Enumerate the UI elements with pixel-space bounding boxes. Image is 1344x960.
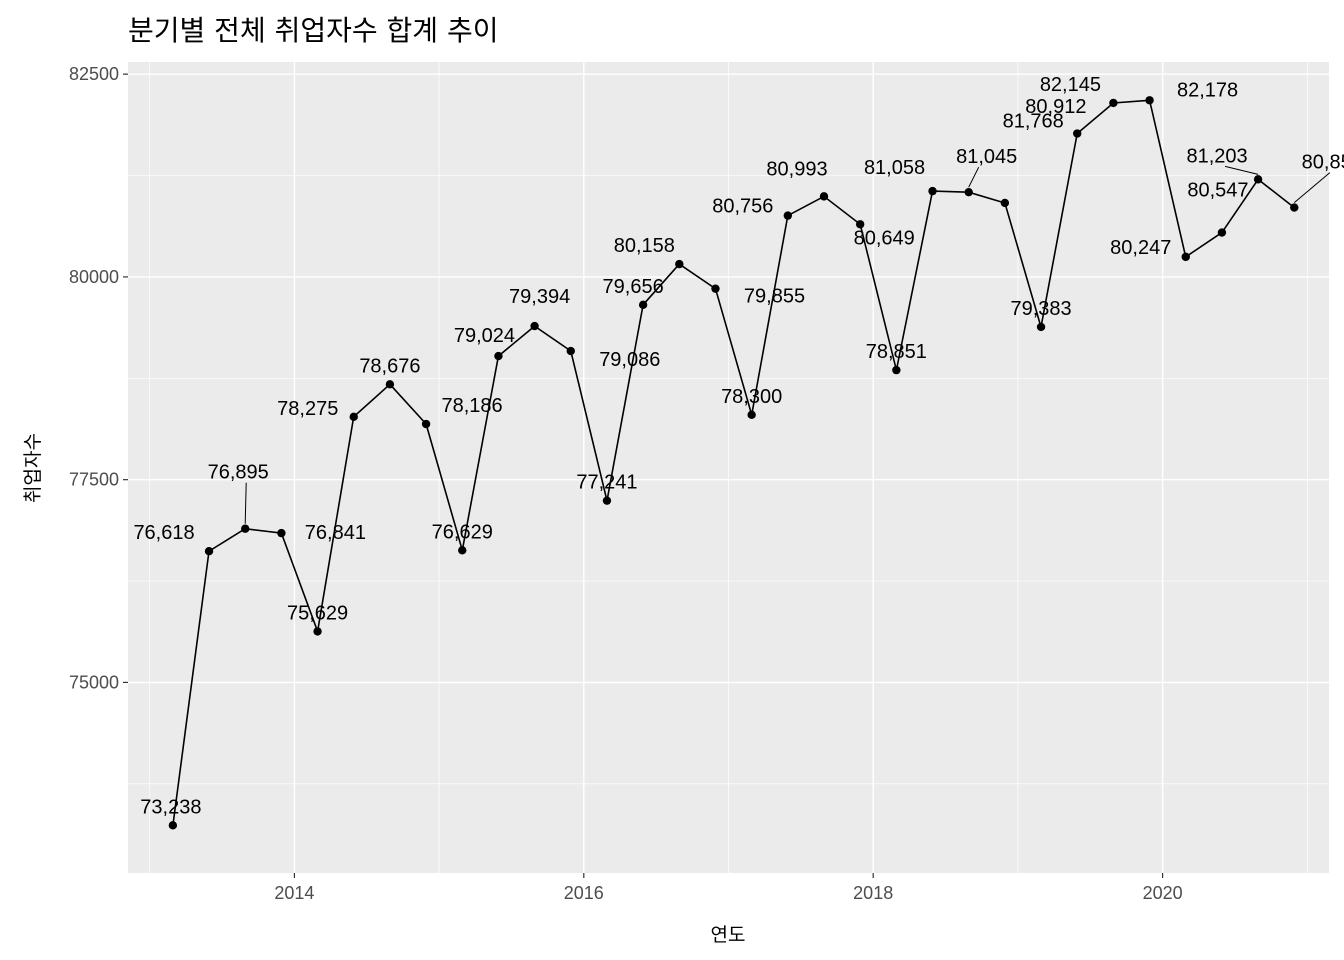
data-label: 80,649	[854, 227, 915, 249]
data-point	[675, 259, 684, 269]
data-point	[964, 187, 973, 197]
data-point	[819, 192, 829, 201]
data-points	[168, 96, 1299, 830]
data-point	[747, 410, 756, 419]
label-leaders	[244, 165, 1331, 524]
data-point	[421, 419, 431, 429]
label-leader	[968, 166, 980, 188]
data-label: 80,993	[766, 158, 827, 180]
data-label: 80,912	[1025, 96, 1086, 118]
data-point	[711, 284, 720, 293]
data-label: 77,241	[576, 472, 637, 494]
label-leader	[1293, 172, 1331, 203]
data-point	[1290, 203, 1299, 212]
data-label: 81,058	[864, 157, 925, 179]
data-label: 80,158	[614, 235, 675, 257]
data-label: 76,618	[133, 522, 194, 544]
label-leader	[244, 482, 247, 524]
y-tick-label: 75000	[69, 672, 119, 692]
data-label: 81,203	[1187, 145, 1248, 167]
x-tick-label: 2014	[274, 883, 314, 903]
data-label: 76,629	[432, 521, 493, 543]
data-point	[1109, 98, 1118, 108]
label-leader	[1224, 165, 1259, 175]
y-tick-label: 82500	[69, 64, 119, 84]
x-axis-title: 연도	[711, 924, 746, 946]
x-tick-label: 2018	[853, 883, 893, 903]
data-label: 79,855	[744, 286, 805, 308]
data-label: 81,768	[1003, 111, 1064, 133]
data-label: 76,841	[305, 522, 366, 544]
data-label: 82,178	[1177, 79, 1238, 101]
y-tick-label: 77500	[69, 470, 119, 490]
data-point	[1000, 198, 1010, 208]
data-point	[1145, 96, 1154, 105]
data-label: 79,394	[509, 286, 570, 308]
data-point	[349, 412, 358, 422]
data-point	[1073, 129, 1082, 138]
data-label: 79,086	[599, 349, 660, 371]
data-point	[241, 524, 250, 533]
data-point	[168, 821, 178, 830]
data-label: 75,629	[287, 602, 348, 624]
data-label: 78,186	[441, 395, 502, 417]
data-point	[1036, 322, 1046, 332]
data-point	[1253, 175, 1263, 184]
data-label: 82,145	[1040, 74, 1101, 96]
data-point	[1181, 252, 1190, 262]
data-point	[494, 351, 503, 361]
data-point	[1217, 228, 1227, 237]
data-point	[385, 380, 395, 389]
data-label: 81,045	[956, 146, 1017, 168]
data-point	[638, 300, 648, 310]
data-point	[566, 346, 575, 356]
y-axis-title: 취업자수	[22, 433, 44, 503]
data-label: 80,756	[712, 196, 773, 218]
data-label: 79,024	[454, 325, 515, 347]
data-point	[277, 528, 286, 538]
data-label: 79,656	[603, 276, 664, 298]
data-label: 80,247	[1110, 237, 1171, 259]
data-label: 78,275	[277, 398, 338, 420]
data-point	[530, 321, 539, 331]
axes: 2014 2016 2018 2020 75000 77500 80000 82500	[69, 64, 1183, 903]
data-point	[602, 496, 612, 505]
x-tick-label: 2020	[1143, 883, 1183, 903]
data-label: 78,851	[866, 341, 927, 363]
data-label: 78,676	[359, 355, 420, 377]
data-point	[928, 186, 937, 196]
data-label: 80,855	[1302, 152, 1344, 174]
series-line	[172, 99, 1295, 826]
data-label: 80,547	[1187, 180, 1248, 202]
chart-title: 분기별 전체 취업자수 합계 추이	[128, 14, 498, 47]
data-labels: 73,238 76,618 76,895 76,841 75,629 78,275 78,6…	[133, 74, 1344, 818]
data-point	[783, 211, 793, 220]
data-label: 78,300	[721, 386, 782, 408]
data-point	[855, 220, 865, 229]
data-point	[892, 365, 901, 375]
data-point	[313, 627, 322, 636]
data-label: 76,895	[208, 462, 269, 484]
data-label: 79,383	[1010, 298, 1071, 320]
data-point	[204, 546, 214, 556]
x-tick-label: 2016	[564, 883, 604, 903]
grid-lines	[128, 62, 1329, 873]
data-label: 73,238	[140, 796, 201, 818]
data-point	[458, 546, 467, 555]
y-tick-label: 80000	[69, 267, 119, 287]
